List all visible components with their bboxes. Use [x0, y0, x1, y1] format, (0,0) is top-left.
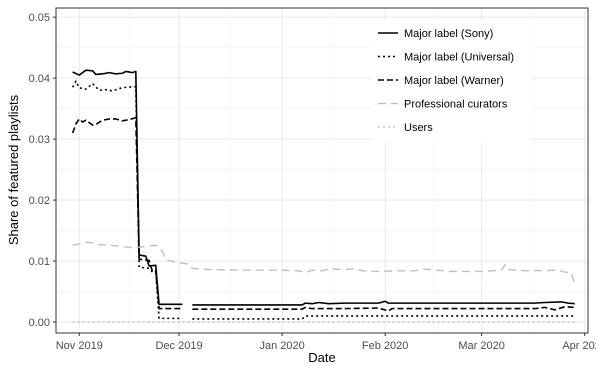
y-tick-label: 0.00 — [29, 317, 50, 329]
series-line-2 — [71, 116, 575, 312]
y-tick-label: 0.01 — [29, 256, 50, 268]
y-axis: 0.00 0.01 0.02 0.03 0.04 0.05 — [29, 12, 56, 329]
x-axis-title: Date — [308, 350, 335, 365]
y-tick-label: 0.02 — [29, 195, 50, 207]
y-tick-label: 0.03 — [29, 134, 50, 146]
legend-box — [372, 20, 532, 142]
legend-label-4: Users — [404, 122, 433, 134]
series-line-1 — [71, 80, 575, 320]
panel-border — [55, 7, 589, 334]
legend-label-1: Major label (Universal) — [404, 52, 514, 64]
x-tick-label: Jan 2020 — [259, 340, 304, 352]
x-tick-label: Feb 2020 — [362, 340, 408, 352]
y-axis-title: Share of featured playlists — [6, 94, 21, 245]
x-tick-label: Nov 2019 — [56, 340, 103, 352]
legend-label-0: Major label (Sony) — [404, 28, 493, 40]
legend-label-3: Professional curators — [404, 99, 508, 111]
legend: Major label (Sony) Major label (Universal… — [372, 20, 532, 142]
x-tick-label: Dec 2019 — [155, 340, 202, 352]
series-layer — [71, 69, 576, 323]
x-axis: Nov 2019 Dec 2019 Jan 2020 Feb 2020 Mar 2020… — [56, 333, 596, 352]
legend-label-2: Major label (Warner) — [404, 75, 504, 87]
y-tick-label: 0.04 — [29, 73, 50, 85]
y-tick-label: 0.05 — [29, 12, 50, 24]
series-line-3 — [72, 241, 576, 285]
x-tick-label: Apr 2020 — [562, 340, 596, 352]
x-tick-label: Mar 2020 — [458, 340, 504, 352]
